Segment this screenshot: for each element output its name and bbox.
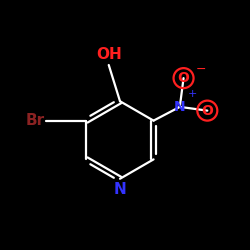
Text: −: − [196, 63, 206, 76]
Text: +: + [188, 89, 197, 99]
Text: N: N [174, 100, 186, 114]
Text: Br: Br [25, 113, 44, 128]
Text: N: N [114, 182, 126, 197]
Text: O: O [201, 104, 213, 118]
Text: O: O [178, 71, 190, 85]
Text: OH: OH [96, 47, 122, 62]
